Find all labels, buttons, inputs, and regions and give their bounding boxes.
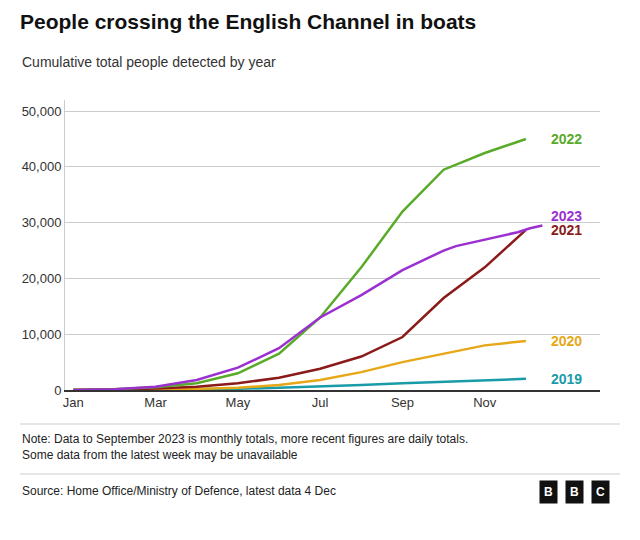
svg-text:10,000: 10,000	[22, 327, 62, 342]
svg-text:Cumulative total people detect: Cumulative total people detected by year	[22, 54, 276, 70]
svg-text:2021: 2021	[551, 222, 582, 238]
svg-text:40,000: 40,000	[22, 159, 62, 174]
svg-text:C: C	[596, 485, 605, 499]
svg-text:May: May	[226, 395, 251, 410]
svg-text:Nov: Nov	[473, 395, 497, 410]
svg-text:50,000: 50,000	[22, 104, 62, 119]
svg-text:Sep: Sep	[391, 395, 414, 410]
svg-text:Jan: Jan	[63, 395, 84, 410]
svg-text:Source: Home Office/Ministry o: Source: Home Office/Ministry of Defence,…	[22, 484, 336, 498]
svg-text:B: B	[544, 485, 553, 499]
svg-text:2022: 2022	[551, 131, 582, 147]
svg-text:People crossing the English Ch: People crossing the English Channel in b…	[20, 10, 476, 33]
svg-text:Mar: Mar	[144, 395, 167, 410]
svg-text:0: 0	[54, 383, 61, 398]
svg-text:2020: 2020	[551, 333, 582, 349]
svg-text:Jul: Jul	[312, 395, 329, 410]
svg-text:2019: 2019	[551, 371, 582, 387]
svg-text:30,000: 30,000	[22, 215, 62, 230]
svg-text:Note: Data to September 2023 i: Note: Data to September 2023 is monthly …	[22, 432, 468, 462]
svg-text:B: B	[570, 485, 579, 499]
svg-text:20,000: 20,000	[22, 271, 62, 286]
svg-text:2023: 2023	[551, 208, 582, 224]
